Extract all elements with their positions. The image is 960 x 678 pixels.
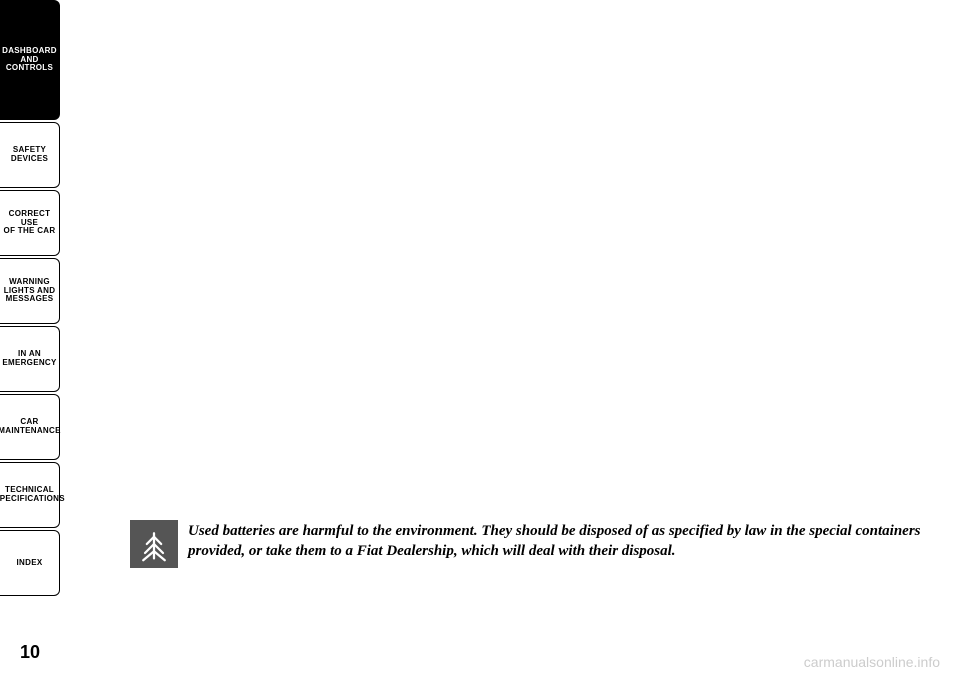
tab-label: TECHNICALSPECIFICATIONS <box>0 486 65 504</box>
tab-safety-devices[interactable]: SAFETYDEVICES <box>0 122 60 188</box>
main-content: Used batteries are harmful to the enviro… <box>60 0 960 678</box>
warning-text: Used batteries are harmful to the enviro… <box>188 520 930 561</box>
tab-index[interactable]: INDEX <box>0 530 60 596</box>
warning-box: Used batteries are harmful to the enviro… <box>130 520 930 568</box>
tab-label: IN ANEMERGENCY <box>2 350 56 368</box>
tab-dashboard-controls[interactable]: DASHBOARDAND CONTROLS <box>0 0 60 120</box>
tab-label: CORRECT USEOF THE CAR <box>2 210 57 236</box>
tab-label: DASHBOARDAND CONTROLS <box>2 47 57 73</box>
tab-label: INDEX <box>17 559 43 568</box>
environment-tree-icon <box>130 520 178 568</box>
page-number: 10 <box>20 642 40 663</box>
watermark: carmanualsonline.info <box>804 654 940 670</box>
sidebar-tabs: DASHBOARDAND CONTROLS SAFETYDEVICES CORR… <box>0 0 60 678</box>
tab-technical-specs[interactable]: TECHNICALSPECIFICATIONS <box>0 462 60 528</box>
tab-label: SAFETYDEVICES <box>11 146 48 164</box>
tab-correct-use[interactable]: CORRECT USEOF THE CAR <box>0 190 60 256</box>
tab-emergency[interactable]: IN ANEMERGENCY <box>0 326 60 392</box>
tab-label: WARNINGLIGHTS ANDMESSAGES <box>4 278 56 304</box>
tab-label: CARMAINTENANCE <box>0 418 61 436</box>
tab-maintenance[interactable]: CARMAINTENANCE <box>0 394 60 460</box>
tab-warning-lights[interactable]: WARNINGLIGHTS ANDMESSAGES <box>0 258 60 324</box>
